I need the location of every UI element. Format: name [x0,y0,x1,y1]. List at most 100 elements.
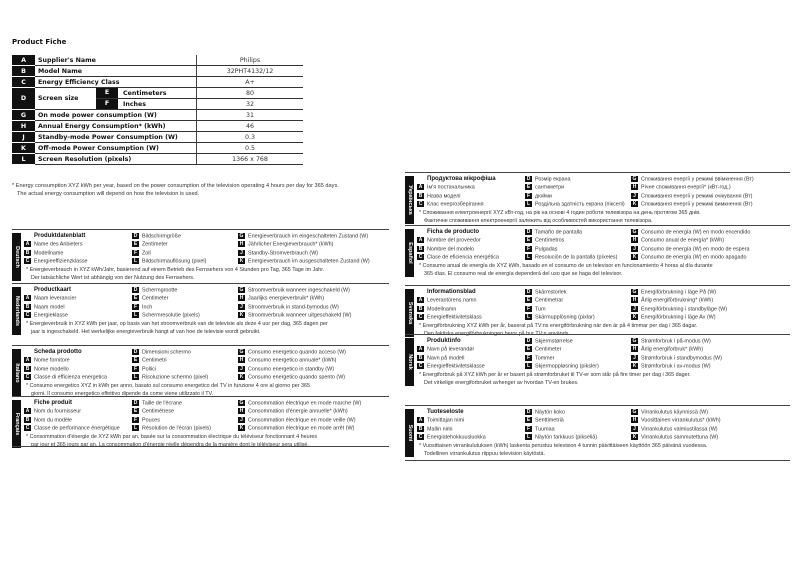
item-label: Consommation électrique en mode marche (… [248,400,362,407]
item-label: Strømforbruk i på-modus (W) [641,338,711,345]
item-label: Consommation électrique en mode arrêt (W… [248,425,355,432]
item-J: J Energiförbrukning i standbyläge (W) [631,305,727,312]
item-A: A Naam leverancier [24,295,76,302]
letter-badge-l: L [132,373,139,380]
item-title: Scheda prodotto [24,349,82,355]
item-J: J Standby-Stromverbrauch (W) [238,249,318,256]
letter-badge-b: B [24,416,31,423]
item-G: G Consommation électrique en mode marche … [238,400,361,406]
letter-badge-k: K [238,311,245,318]
item-H: H Consommation d'énergie annuelle* (kWh) [238,408,348,415]
letter-badge-l: L [525,433,532,440]
block-note: * Споживання електроенергії XYZ кВт-год,… [419,209,788,225]
letter-badge-j: J [631,192,638,199]
item-H: H Jährlicher Energieverbrauch* (kWh) [238,241,334,248]
block-title: Produktinfo [427,338,461,344]
letter-badge-e: E [525,184,532,191]
item-label: Senttimetriä [535,417,564,424]
language-label: Italiano [13,363,20,383]
item-label: Nome modello [34,366,69,373]
row-value: 0.5 [196,142,303,154]
note-line: * Vuosittaisen virrankulutuksen (kWh) la… [419,443,708,449]
item-label: Energieeffizienzklasse [34,258,88,265]
item-J: J Virrankulutus valmiustilassa (W) [631,425,718,432]
block-note: * Energieverbruik in XYZ kWh per jaar, o… [26,320,387,336]
item-C: C Clase de eficiencia energética [417,253,499,261]
item-F: F Zoll [132,249,151,256]
row-letter: D [12,87,35,110]
item-J: J Consumo de energía (W) en modo de esper… [631,245,749,252]
item-label: Résolution de l'écran (pixels) [142,425,212,432]
row-label: Screen Resolution (pixels) [35,153,197,165]
item-A: A Nome fornitore [24,357,70,364]
letter-badge-h: H [238,357,245,364]
sub-wrap: E Centimeters [96,88,196,98]
row-label: Centimeters [123,89,167,97]
item-title: Tuoteseloste [417,409,464,415]
letter-badge-h: H [631,184,638,191]
row-label: Model Name [35,65,197,77]
item-K: K Consommation électrique en mode arrêt (… [238,424,355,432]
row-letter: G [12,109,35,121]
item-G: G Споживання енергії у режимі ввімкнення … [631,176,754,182]
item-G: G Energiförbrukning i läge På (W) [631,289,716,295]
item-C: C Клас енергозберігання [417,200,484,207]
letter-badge-d: D [525,229,532,235]
item-label: Nombre del modelo [427,246,475,253]
language-label: Norsk [406,354,413,370]
letter-badge-d: D [525,409,532,415]
letter-badge-f: F [525,354,532,361]
item-label: Jährlicher Energieverbrauch* (kWh) [248,241,334,248]
item-label: Jaarlijks energieverbruik* (kWh) [248,295,325,302]
item-label: Zentimeter [142,241,168,248]
item-H: H Årlig energiförbrukning* (kWh) [631,297,713,304]
item-label: Taille de l'écrane [142,400,182,407]
row-letter: K [12,142,35,154]
block-note: * Consommation d'énergie de XYZ kWh par … [26,433,387,449]
item-E: E Centímetros [525,237,564,244]
item-label: Споживання енергії у режимі вимкнення (В… [641,201,753,208]
letter-badge-l: L [132,424,139,431]
note-line: * Consumo energetico XYZ in kWh per anno… [26,383,310,389]
item-label: Nombre del proveedor [427,237,481,244]
note-line: Todellinen virrankulutus riippuu televis… [424,451,546,457]
letter-badge-a: A [24,357,31,364]
letter-badge-g: G [238,400,245,406]
block-note: * Energiforbruk på XYZ kWh per år er bas… [419,371,788,387]
block-title: Продуктова мікрофіша [427,176,496,182]
language-tab: Italiano [12,349,21,397]
item-G: G Strømforbruk i på-modus (W) [631,338,711,344]
letter-badge-l: L [132,311,139,318]
language-tab: Français [12,400,21,448]
note-line: giorni. Il consumo energetico effettivo … [31,391,214,397]
item-label: Centimeter [142,295,169,302]
item-label: Consumo de energía (W) en modo encendido [641,229,751,236]
item-title: Productkaart [24,287,71,293]
item-E: E Centimeter [525,346,561,353]
letter-badge-c: C [417,200,424,207]
letter-badge-f: F [132,303,139,310]
letter-badge-g: G [238,287,245,293]
item-B: B Назва моделі [417,192,461,199]
letter-badge-k: K [631,433,638,440]
item-label: Energieffektivitetsklasse [427,363,485,370]
language-block-español: Español Ficha de producto D Tamaño de panta… [405,225,790,280]
row-label: Supplier's Name [35,55,197,66]
item-label: Name des Anbieters [34,241,83,248]
row-value: Philips [196,55,303,66]
item-label: Clase de eficiencia energética [427,254,499,261]
letter-badge-g: G [631,338,638,344]
footnote-line: * Energy consumption XYZ kWh per year, b… [12,183,339,189]
letter-badge-c: C [417,313,424,320]
item-title: Produktdatenblatt [24,233,85,239]
letter-badge-f: F [132,365,139,372]
item-F: F Tum [525,305,546,312]
item-label: Inch [142,304,153,311]
item-J: J Споживання енергії у режимі очікування … [631,192,752,199]
letter-badge-a: A [417,237,424,244]
row-value: 46 [196,120,303,132]
letter-badge-h: H [631,237,638,244]
letter-badge-g: G [238,349,245,355]
letter-badge-e: E [132,295,139,302]
